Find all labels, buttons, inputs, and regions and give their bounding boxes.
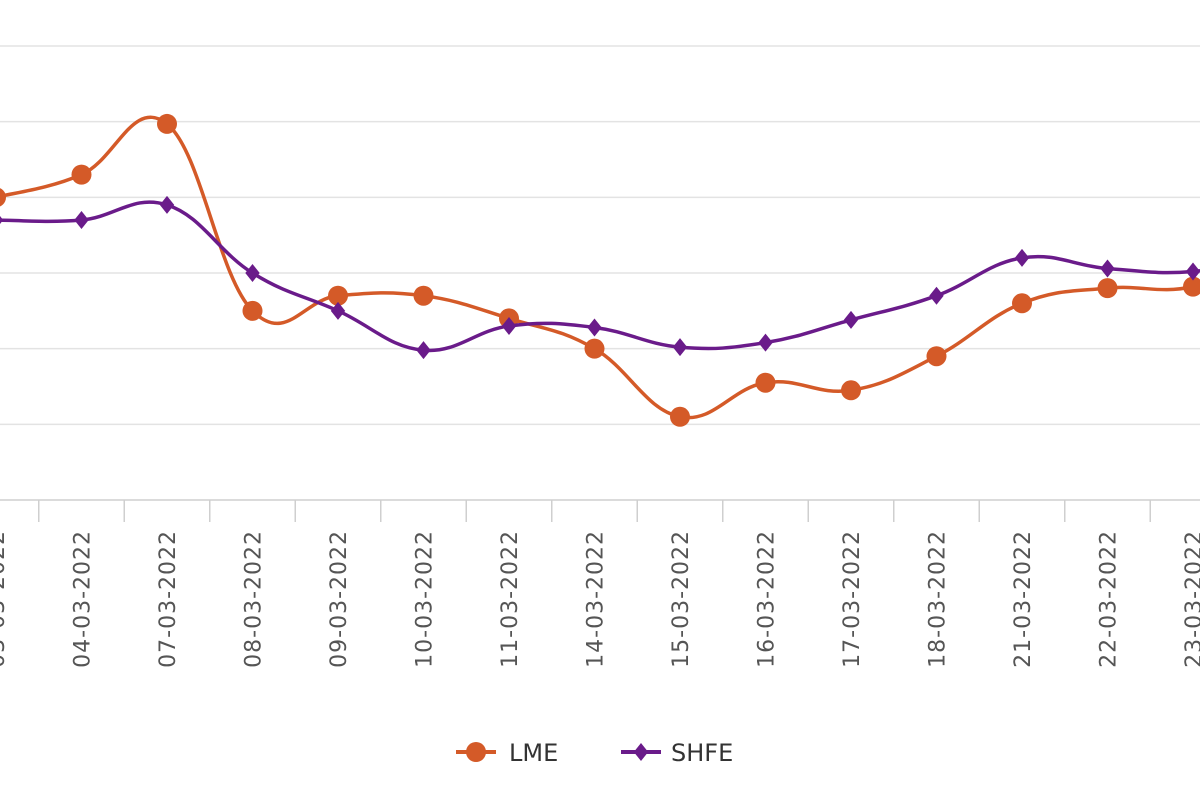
- lme-point: [926, 346, 947, 367]
- x-axis-tick-labels: 03-03-2022 04-03-2022 07-03-2022 08-03-2022…: [0, 530, 1200, 668]
- series-lme: [0, 113, 1200, 427]
- shfe-point: [501, 316, 517, 335]
- shfe-point: [929, 286, 944, 305]
- lme-point: [413, 285, 434, 306]
- x-tick-label: 08-03-2022: [242, 530, 267, 668]
- legend-label-lme: LME: [509, 739, 558, 767]
- shfe-point: [758, 333, 773, 352]
- shfe-point: [0, 216, 4, 225]
- lme-point: [1097, 278, 1118, 299]
- x-tick-label: 04-03-2022: [71, 530, 96, 668]
- series-shfe: [0, 195, 1200, 360]
- x-tick-label: 10-03-2022: [413, 530, 438, 668]
- x-tick-label: 23-03-2022: [1182, 530, 1200, 668]
- shfe-point: [672, 338, 688, 357]
- lme-point: [242, 300, 263, 321]
- series-layer: [0, 113, 1200, 427]
- shfe-point: [1014, 248, 1030, 267]
- lme-point: [328, 285, 348, 306]
- lme-point: [584, 338, 605, 359]
- shfe-point: [74, 211, 89, 230]
- lme-point: [1012, 293, 1032, 314]
- x-tick-label: 11-03-2022: [498, 530, 523, 668]
- shfe-point: [843, 310, 859, 329]
- x-tick-label: 16-03-2022: [755, 530, 780, 668]
- lme-point: [755, 372, 776, 393]
- x-tick-label: 18-03-2022: [926, 530, 951, 668]
- lme-point: [0, 188, 6, 207]
- lme-point: [71, 164, 92, 185]
- legend-item-shfe[interactable]: SHFE: [621, 739, 733, 767]
- lme-point: [841, 380, 861, 401]
- legend[interactable]: LME SHFE: [456, 739, 733, 767]
- x-tick-label: 09-03-2022: [327, 530, 352, 668]
- grid-lines: [0, 45, 1200, 426]
- x-tick-label: 15-03-2022: [669, 530, 694, 668]
- shfe-point: [159, 195, 175, 214]
- shfe-point: [245, 264, 260, 282]
- shfe-point: [587, 318, 602, 337]
- legend-item-lme[interactable]: LME: [456, 739, 558, 767]
- lme-point: [1183, 276, 1200, 297]
- shfe-point: [1185, 262, 1200, 281]
- series-line-shfe: [0, 200, 1200, 353]
- x-tick-label: 17-03-2022: [840, 530, 865, 668]
- shfe-point: [416, 341, 431, 360]
- x-tick-label: 14-03-2022: [584, 530, 609, 668]
- legend-marker-lme: [466, 742, 486, 762]
- shfe-point: [1100, 259, 1115, 278]
- x-tick-label: 22-03-2022: [1097, 530, 1122, 668]
- x-axis-ticks: [38, 500, 1151, 522]
- lme-point: [157, 113, 177, 134]
- lme-point: [670, 406, 690, 427]
- x-tick-label: 21-03-2022: [1011, 530, 1036, 668]
- legend-marker-shfe: [633, 743, 649, 761]
- shfe-point: [330, 301, 346, 320]
- series-line-lme: [0, 115, 1200, 420]
- legend-label-shfe: SHFE: [671, 739, 733, 767]
- x-tick-label: 07-03-2022: [156, 530, 181, 668]
- x-tick-label: 03-03-2022: [0, 530, 10, 668]
